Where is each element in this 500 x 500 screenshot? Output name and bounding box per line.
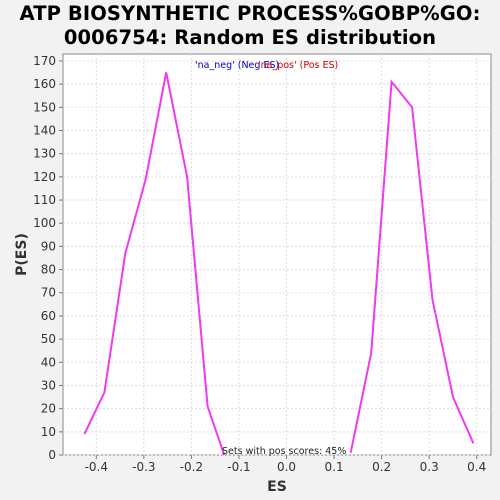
y-tick-label: 170 — [33, 54, 56, 68]
y-tick-label: 50 — [41, 332, 56, 346]
x-tick-label: 0.3 — [420, 460, 439, 474]
y-tick-label: 130 — [33, 147, 56, 161]
x-tick-label: -0.1 — [227, 460, 250, 474]
y-tick-label: 20 — [41, 402, 56, 416]
y-tick-label: 120 — [33, 170, 56, 184]
x-tick-label: 0.4 — [467, 460, 486, 474]
x-tick-label: -0.4 — [85, 460, 108, 474]
x-tick-label: -0.2 — [180, 460, 203, 474]
y-tick-label: 150 — [33, 100, 56, 114]
y-tick-label: 60 — [41, 309, 56, 323]
x-axis-title: ES — [267, 479, 287, 495]
x-tick-label: -0.3 — [132, 460, 155, 474]
y-tick-label: 160 — [33, 77, 56, 91]
y-tick-label: 100 — [33, 216, 56, 230]
y-axis-ticks: 0 10 20 30 40 50 60 70 80 90 100 110 120 130 140 150 160… — [33, 54, 63, 462]
y-tick-label: 90 — [41, 239, 56, 253]
y-tick-label: 30 — [41, 378, 56, 392]
y-tick-label: 140 — [33, 123, 56, 137]
x-axis-ticks: -0.4 -0.3 -0.2 -0.1 0.0 0.1 0.2 0.3 0.4 — [85, 455, 487, 474]
legend-entry-pos: 'na_pos' (Pos ES) — [258, 60, 338, 71]
y-axis-title: P(ES) — [14, 233, 30, 276]
y-tick-label: 0 — [48, 448, 56, 462]
y-tick-label: 70 — [41, 286, 56, 300]
x-tick-label: 0.2 — [372, 460, 391, 474]
y-tick-label: 80 — [41, 263, 56, 277]
x-tick-label: 0.1 — [325, 460, 344, 474]
y-tick-label: 110 — [33, 193, 56, 207]
y-tick-label: 40 — [41, 355, 56, 369]
y-tick-label: 10 — [41, 425, 56, 439]
x-tick-label: 0.0 — [277, 460, 296, 474]
pos-score-annotation: Sets with pos scores: 45% — [222, 446, 346, 457]
